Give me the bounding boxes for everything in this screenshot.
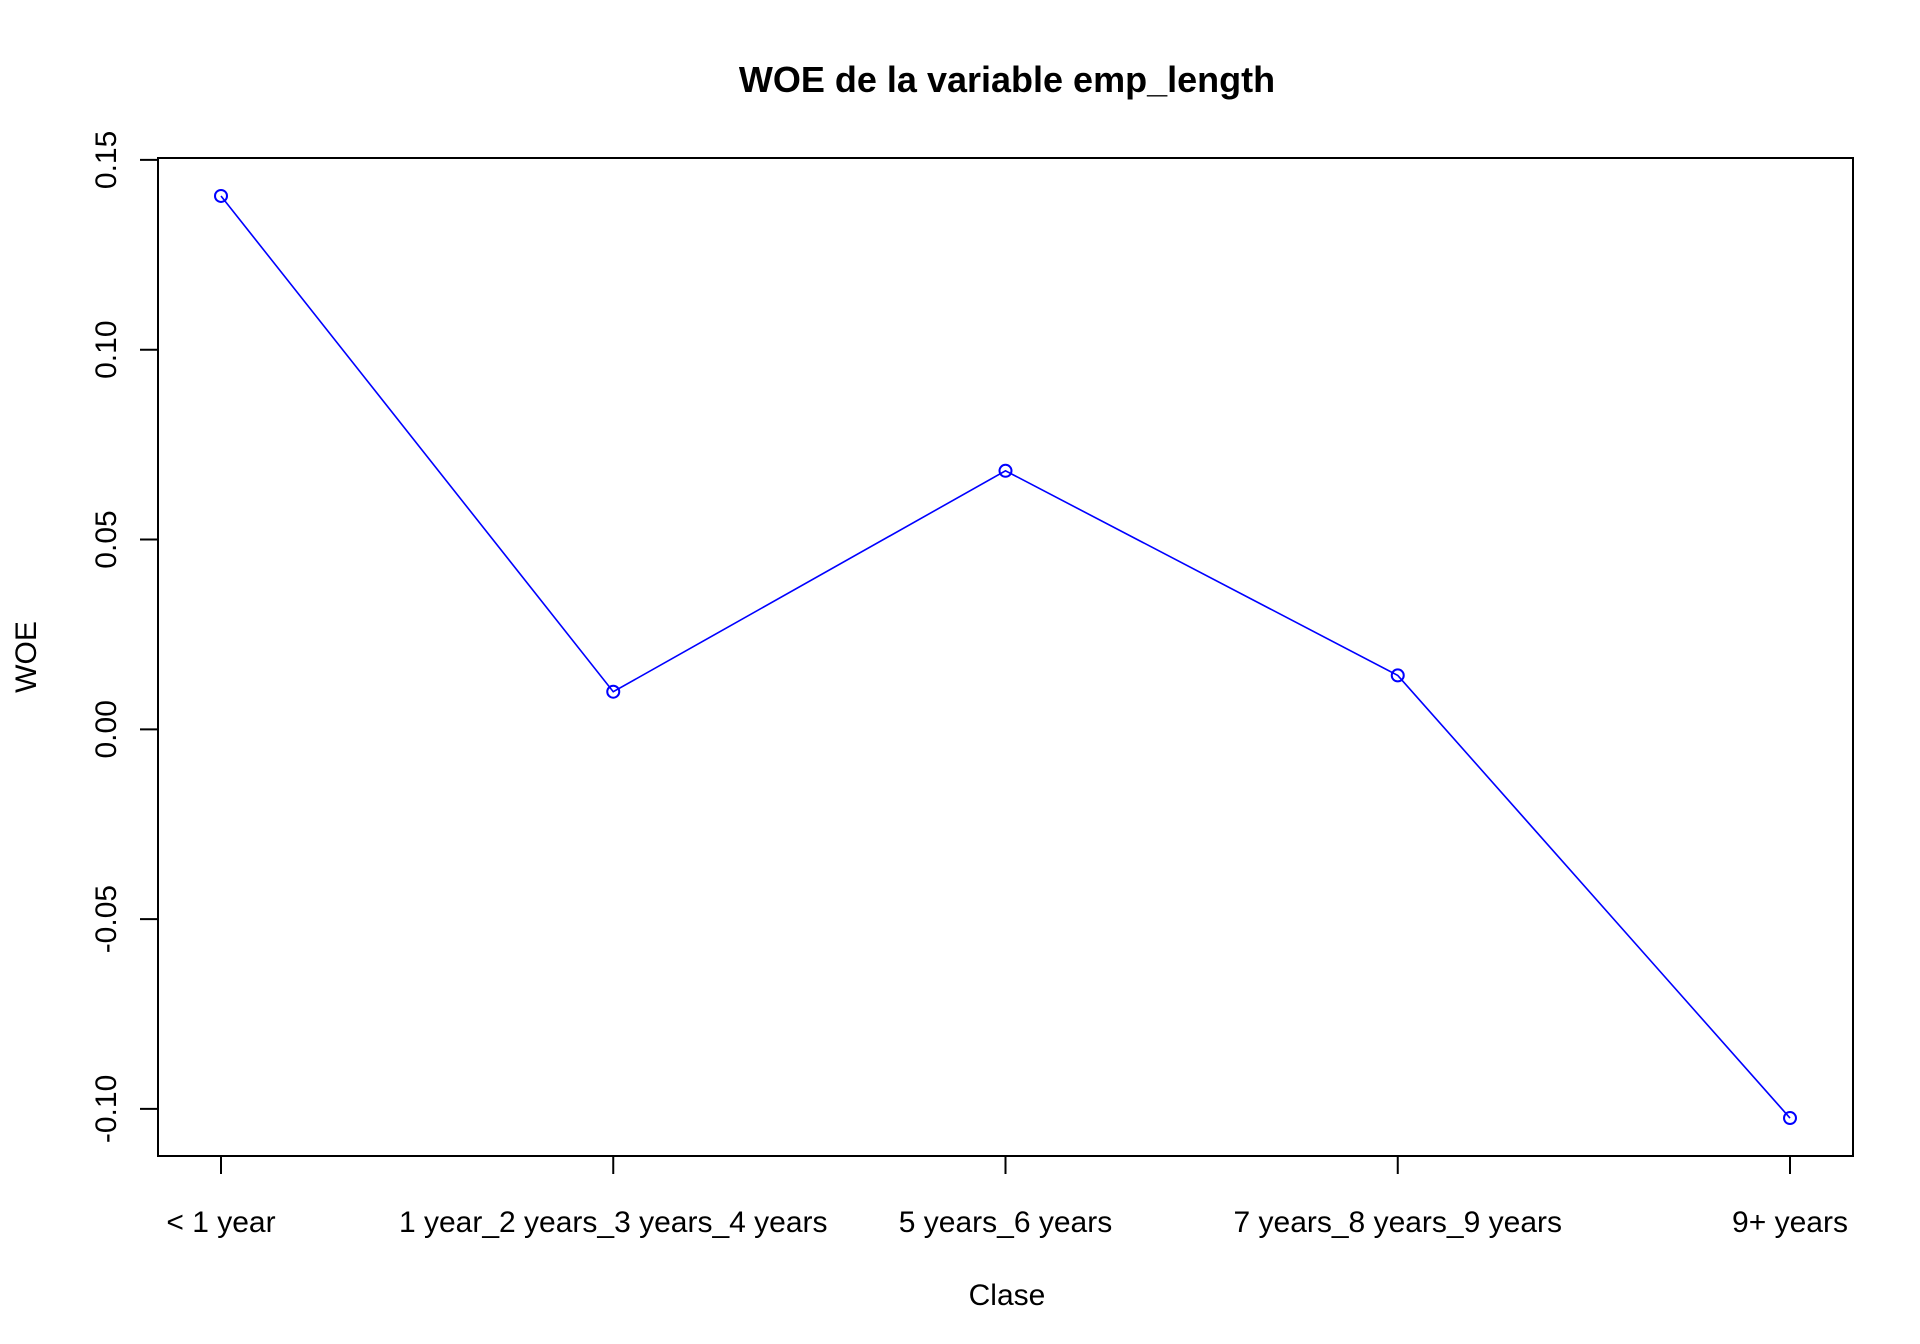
y-axis-label: WOE [10, 621, 43, 693]
y-tick-label: 0.05 [90, 510, 123, 568]
data-point [1783, 1111, 1797, 1126]
x-tick-label: 5 years_6 years [899, 1206, 1112, 1239]
y-tick-label: 0.00 [90, 700, 123, 758]
x-tick-label: 7 years_8 years_9 years [1233, 1206, 1562, 1239]
data-point [214, 188, 228, 203]
chart-title: WOE de la variable emp_length [739, 59, 1275, 100]
x-tick-label: 9+ years [1732, 1206, 1848, 1239]
x-axis: < 1 year 1 year_2 years_3 years_4 years 5 … [166, 1155, 1848, 1239]
y-tick-label: 0.10 [90, 321, 123, 379]
x-tick-label: 1 year_2 years_3 years_4 years [399, 1206, 828, 1239]
data-point [606, 684, 621, 699]
y-tick-label: -0.10 [90, 1075, 123, 1143]
data-point [998, 463, 1013, 478]
x-tick-label: < 1 year [166, 1206, 275, 1239]
y-axis: -0.10 -0.05 0.00 0.05 0.10 0.15 [90, 131, 159, 1143]
series-layer [214, 188, 1797, 1126]
data-point [1390, 668, 1405, 683]
y-tick-label: -0.05 [90, 885, 123, 953]
y-tick-label: 0.15 [90, 131, 123, 189]
series-line [220, 195, 1791, 1119]
x-axis-label: Clase [969, 1279, 1046, 1312]
